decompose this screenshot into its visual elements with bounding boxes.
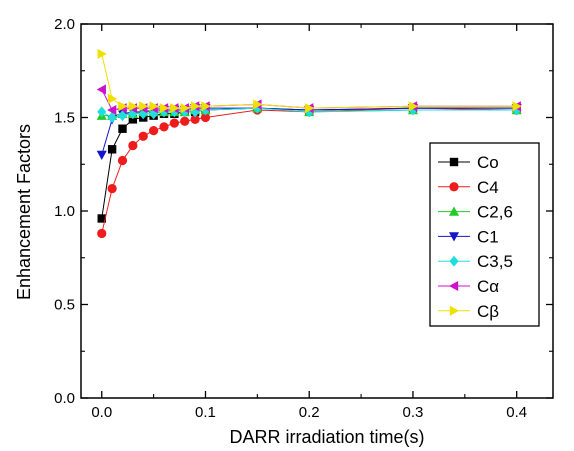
x-axis-title: DARR irradiation time(s) bbox=[229, 427, 424, 447]
data-point bbox=[408, 101, 418, 112]
y-tick-label: 0.5 bbox=[54, 297, 75, 314]
data-point bbox=[138, 108, 148, 120]
data-point bbox=[96, 150, 107, 160]
legend-entry: C2,6 bbox=[438, 203, 513, 222]
y-axis-title: Enhancement Factors bbox=[14, 124, 34, 300]
legend-label: C1 bbox=[477, 227, 499, 246]
data-point bbox=[169, 118, 179, 128]
data-point bbox=[190, 101, 201, 112]
data-point bbox=[190, 114, 200, 124]
data-point bbox=[200, 112, 211, 123]
data-point bbox=[128, 140, 138, 151]
data-point bbox=[107, 112, 117, 123]
data-point bbox=[97, 48, 107, 59]
x-tick-label: 0.3 bbox=[403, 404, 424, 421]
y-tick-label: 1.5 bbox=[54, 110, 75, 127]
legend-marker bbox=[449, 305, 460, 316]
y-tick-label: 2.0 bbox=[54, 16, 75, 33]
data-point bbox=[139, 101, 149, 112]
series-c3-5 bbox=[97, 102, 522, 123]
data-point bbox=[118, 124, 127, 133]
data-point bbox=[305, 103, 315, 114]
x-tick-label: 0.4 bbox=[506, 404, 527, 421]
legend-marker bbox=[449, 182, 459, 192]
data-point bbox=[97, 214, 106, 223]
legend-label: Cα bbox=[477, 277, 499, 296]
legend-label: Co bbox=[477, 153, 499, 172]
legend-entry: C1 bbox=[438, 227, 499, 246]
data-point bbox=[512, 101, 522, 112]
data-point bbox=[148, 108, 159, 120]
x-tick-label: 0.1 bbox=[195, 404, 216, 421]
legend-marker bbox=[449, 255, 459, 267]
x-tick-label: 0.2 bbox=[299, 404, 320, 421]
legend-marker bbox=[448, 232, 460, 242]
legend-entry: Cβ bbox=[438, 302, 499, 321]
data-point bbox=[128, 115, 138, 124]
data-point bbox=[107, 104, 117, 116]
y-tick-label: 0.0 bbox=[54, 390, 75, 407]
data-point bbox=[253, 99, 263, 110]
data-point bbox=[201, 101, 211, 112]
legend-marker bbox=[448, 206, 460, 216]
legend-marker bbox=[448, 280, 459, 292]
data-point bbox=[128, 108, 138, 120]
data-point bbox=[96, 84, 106, 95]
data-point bbox=[170, 103, 180, 114]
legend: Co C4 C2,6 C1 C3,5 Cα Cβ bbox=[429, 142, 540, 327]
legend-label: C3,5 bbox=[477, 252, 513, 271]
data-point bbox=[117, 110, 128, 122]
y-tick-label: 1.0 bbox=[54, 203, 75, 220]
legend-label: C2,6 bbox=[477, 203, 513, 222]
legend-label: C4 bbox=[477, 178, 499, 197]
legend-entry: C3,5 bbox=[438, 252, 513, 271]
data-point bbox=[97, 228, 107, 239]
series-c- bbox=[97, 48, 522, 114]
data-point bbox=[149, 101, 159, 112]
legend-label: Cβ bbox=[477, 302, 499, 321]
data-point bbox=[148, 125, 159, 136]
x-tick-label: 0.0 bbox=[91, 404, 112, 421]
legend-box bbox=[429, 142, 540, 327]
data-point bbox=[180, 103, 190, 114]
legend-entry: Cα bbox=[438, 277, 499, 296]
data-point bbox=[180, 116, 190, 126]
data-series bbox=[96, 48, 522, 239]
data-point bbox=[159, 103, 170, 114]
data-point bbox=[107, 145, 117, 154]
legend-entry: C4 bbox=[438, 178, 499, 197]
data-point bbox=[117, 155, 128, 166]
legend-marker bbox=[449, 157, 459, 167]
data-point bbox=[138, 131, 148, 141]
data-point bbox=[97, 106, 107, 118]
data-point bbox=[107, 93, 118, 104]
data-point bbox=[107, 183, 117, 194]
data-point bbox=[159, 122, 169, 132]
series-line bbox=[101, 53, 517, 109]
axes: 0.0 0.1 0.2 0.3 0.4 0.0 0.5 1.0 1.5 2.0 bbox=[54, 16, 554, 421]
data-point bbox=[118, 101, 128, 112]
data-point bbox=[128, 101, 138, 112]
data-point bbox=[252, 102, 262, 114]
legend-entry: Co bbox=[438, 153, 499, 172]
